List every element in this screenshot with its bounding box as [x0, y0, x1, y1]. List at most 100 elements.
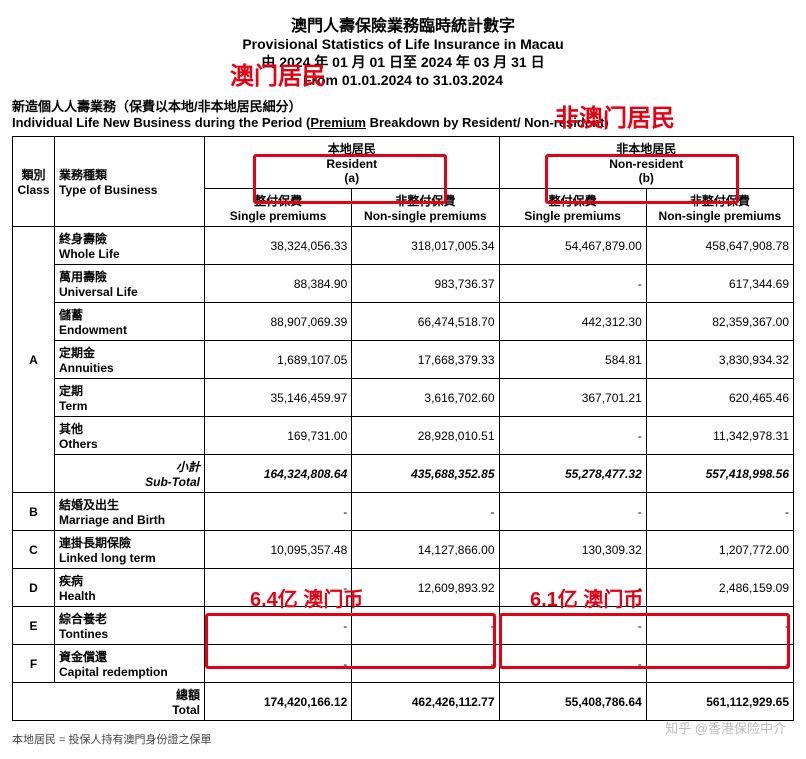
row-label: 連掛長期保險Linked long term — [55, 531, 205, 569]
subtitle-en: Individual Life New Business during the … — [12, 115, 794, 130]
row-label: 萬用壽險Universal Life — [55, 265, 205, 303]
table-cell: 1,689,107.05 — [205, 341, 352, 379]
data-table: 類別Class 業務種類Type of Business 本地居民Residen… — [12, 136, 794, 721]
table-cell: 54,467,879.00 — [499, 227, 646, 265]
table-cell: 3,616,702.60 — [352, 379, 499, 417]
table-cell: 11,342,978.31 — [646, 417, 793, 455]
total-label: 總額Total — [13, 683, 205, 721]
table-cell: 88,384.90 — [205, 265, 352, 303]
table-row: 儲蓄Endowment88,907,069.3966,474,518.70442… — [13, 303, 794, 341]
hdr-nr-nonsingle: 非整付保費Non-single premiums — [646, 189, 793, 227]
title-en: Provisional Statistics of Life Insurance… — [12, 36, 794, 52]
watermark: 知乎 @香港保险中介 — [665, 718, 786, 737]
table-cell: - — [352, 493, 499, 531]
table-cell: - — [499, 265, 646, 303]
title-date-cn: 由 2024 年 01 月 01 日至 2024 年 03 月 31 日 — [12, 52, 794, 72]
table-cell: 458,647,908.78 — [646, 227, 793, 265]
table-cell: 28,928,010.51 — [352, 417, 499, 455]
hdr-nonresident: 非本地居民Non-resident(b) — [499, 137, 794, 189]
row-label: 綜合養老Tontines — [55, 607, 205, 645]
table-row: B結婚及出生Marriage and Birth---- — [13, 493, 794, 531]
table-cell: 442,312.30 — [499, 303, 646, 341]
table-row: E綜合養老Tontines---- — [13, 607, 794, 645]
row-label: 疾病Health — [55, 569, 205, 607]
subtitle-en-u: Premium — [310, 115, 366, 130]
row-label: 資金償還Capital redemption — [55, 645, 205, 683]
table-cell: 557,418,998.56 — [646, 455, 793, 493]
table-row: A終身壽險Whole Life38,324,056.33318,017,005.… — [13, 227, 794, 265]
subtotal-label: 小計Sub-Total — [55, 455, 205, 493]
table-cell: 35,146,459.97 — [205, 379, 352, 417]
table-cell: - — [352, 607, 499, 645]
total-row: 總額Total174,420,166.12462,426,112.7755,40… — [13, 683, 794, 721]
hdr-class: 類別Class — [13, 137, 55, 227]
table-row: C連掛長期保險Linked long term10,095,357.4814,1… — [13, 531, 794, 569]
hdr-resident: 本地居民Resident(a) — [205, 137, 500, 189]
table-cell: 55,278,477.32 — [499, 455, 646, 493]
class-F: F — [13, 645, 55, 683]
table-cell: 66,474,518.70 — [352, 303, 499, 341]
table-cell: 14,127,866.00 — [352, 531, 499, 569]
table-cell: 584.81 — [499, 341, 646, 379]
hdr-nr-single: 整付保費Single premiums — [499, 189, 646, 227]
table-cell: 617,344.69 — [646, 265, 793, 303]
table-cell: 318,017,005.34 — [352, 227, 499, 265]
table-cell: 983,736.37 — [352, 265, 499, 303]
table-cell: 435,688,352.85 — [352, 455, 499, 493]
table-cell: - — [499, 607, 646, 645]
table-cell: 2,486,159.09 — [646, 569, 793, 607]
row-label: 結婚及出生Marriage and Birth — [55, 493, 205, 531]
table-cell: 1,207,772.00 — [646, 531, 793, 569]
subtitle-en-a: Individual Life New Business during the … — [12, 115, 310, 130]
class-E: E — [13, 607, 55, 645]
table-cell: 169,731.00 — [205, 417, 352, 455]
row-label: 其他Others — [55, 417, 205, 455]
table-cell: - — [646, 645, 793, 683]
hdr-r-nonsingle: 非整付保費Non-single premiums — [352, 189, 499, 227]
class-D: D — [13, 569, 55, 607]
class-C: C — [13, 531, 55, 569]
hdr-r-single: 整付保費Single premiums — [205, 189, 352, 227]
table-cell: - — [205, 493, 352, 531]
table-cell: - — [499, 569, 646, 607]
table-cell: 17,668,379.33 — [352, 341, 499, 379]
table-cell: 174,420,166.12 — [205, 683, 352, 721]
table-cell: - — [646, 607, 793, 645]
table-cell: - — [499, 493, 646, 531]
table-cell: 3,830,934.32 — [646, 341, 793, 379]
table-cell: 12,609,893.92 — [352, 569, 499, 607]
row-label: 儲蓄Endowment — [55, 303, 205, 341]
row-label: 定期金Annuities — [55, 341, 205, 379]
table-cell: 38,324,056.33 — [205, 227, 352, 265]
table-cell: - — [646, 493, 793, 531]
table-cell: 620,465.46 — [646, 379, 793, 417]
table-row: 萬用壽險Universal Life88,384.90983,736.37-61… — [13, 265, 794, 303]
table-cell: 367,701.21 — [499, 379, 646, 417]
table-cell: 88,907,069.39 — [205, 303, 352, 341]
table-row: D疾病Health-12,609,893.92-2,486,159.09 — [13, 569, 794, 607]
class-B: B — [13, 493, 55, 531]
table-row: 定期Term35,146,459.973,616,702.60367,701.2… — [13, 379, 794, 417]
table-row: 其他Others169,731.0028,928,010.51-11,342,9… — [13, 417, 794, 455]
table-cell: - — [352, 645, 499, 683]
table-cell: 462,426,112.77 — [352, 683, 499, 721]
title-cn: 澳門人壽保險業務臨時統計數字 — [12, 12, 794, 36]
class-A: A — [13, 227, 55, 493]
table-row: F資金償還Capital redemption---- — [13, 645, 794, 683]
row-label: 定期Term — [55, 379, 205, 417]
table-cell: 55,408,786.64 — [499, 683, 646, 721]
subtitle-cn: 新造個人人壽業務（保費以本地/非本地居民細分） — [12, 96, 794, 115]
table-cell: 82,359,367.00 — [646, 303, 793, 341]
title-block: 澳門人壽保險業務臨時統計數字 Provisional Statistics of… — [12, 12, 794, 88]
table-cell: 130,309.32 — [499, 531, 646, 569]
table-cell: - — [205, 607, 352, 645]
table-cell: 10,095,357.48 — [205, 531, 352, 569]
table-cell: - — [205, 569, 352, 607]
title-date-en: From 01.01.2024 to 31.03.2024 — [12, 72, 794, 88]
table-cell: - — [499, 417, 646, 455]
table-row: 定期金Annuities1,689,107.0517,668,379.33584… — [13, 341, 794, 379]
table-cell: - — [499, 645, 646, 683]
table-cell: 164,324,808.64 — [205, 455, 352, 493]
table-cell: 561,112,929.65 — [646, 683, 793, 721]
subtotal-row: 小計Sub-Total164,324,808.64435,688,352.855… — [13, 455, 794, 493]
